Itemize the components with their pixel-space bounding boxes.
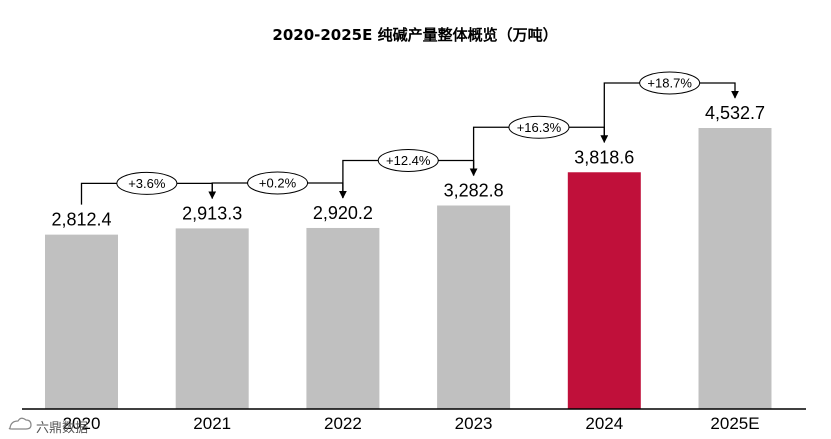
growth-annotation-3: +12.4% bbox=[342, 148, 478, 198]
growth-label: +16.3% bbox=[517, 120, 562, 135]
growth-label: +3.6% bbox=[128, 176, 166, 191]
bars-layer: 2,812.4 2,913.3 2,920.2 3,282.8 3,818.6 4,532… bbox=[45, 103, 772, 409]
value-label-2022: 2,920.2 bbox=[313, 203, 373, 223]
watermark-text: 六鼎数据 bbox=[36, 420, 88, 435]
x-tick-label-2021: 2021 bbox=[193, 414, 231, 433]
growth-bubble bbox=[247, 171, 309, 195]
x-tick-label-2022: 2022 bbox=[324, 414, 362, 433]
x-tick-label-2025e: 2025E bbox=[710, 414, 759, 433]
x-tick-label-2023: 2023 bbox=[455, 414, 493, 433]
x-tick-label-2024: 2024 bbox=[585, 414, 623, 433]
growth-bubble bbox=[377, 148, 439, 172]
x-tick-label-2020: 2020 bbox=[63, 414, 101, 433]
growth-annotation-4: +16.3% bbox=[472, 115, 609, 176]
growth-annotation-1: +3.6% bbox=[80, 171, 217, 205]
bar-2024 bbox=[567, 172, 641, 409]
bar-2023 bbox=[437, 205, 511, 409]
growth-bubble bbox=[116, 171, 178, 195]
value-label-2023: 3,282.8 bbox=[444, 180, 504, 200]
bar-2021 bbox=[175, 228, 249, 409]
value-label-2024: 3,818.6 bbox=[574, 147, 634, 167]
growth-annotation-2: +0.2% bbox=[211, 171, 347, 199]
value-label-2020: 2,812.4 bbox=[51, 210, 111, 230]
bar-2020 bbox=[45, 234, 118, 409]
growth-label: +12.4% bbox=[386, 153, 431, 168]
growth-bubble bbox=[639, 71, 701, 95]
growth-label: +0.2% bbox=[259, 175, 297, 190]
cloud-logo-icon bbox=[8, 417, 32, 430]
growth-label: +18.7% bbox=[647, 76, 692, 91]
bar-2022 bbox=[306, 227, 380, 409]
value-label-2025e: 4,532.7 bbox=[705, 103, 765, 123]
value-label-2021: 2,913.3 bbox=[182, 203, 242, 223]
bar-2025e bbox=[698, 128, 772, 409]
x-tick-labels-layer: 2020 2021 2022 2023 2024 2025E bbox=[63, 414, 760, 433]
growth-bubble bbox=[508, 115, 570, 139]
growth-annotation-5: +18.7% bbox=[603, 71, 739, 143]
chart-title: 2020-2025E 纯碱产量整体概览（万吨） bbox=[272, 26, 557, 44]
growth-annotations-layer: +3.6% +0.2% +12.4% +16.3% +18.7% bbox=[80, 71, 739, 205]
watermark: 六鼎数据 bbox=[8, 417, 88, 435]
